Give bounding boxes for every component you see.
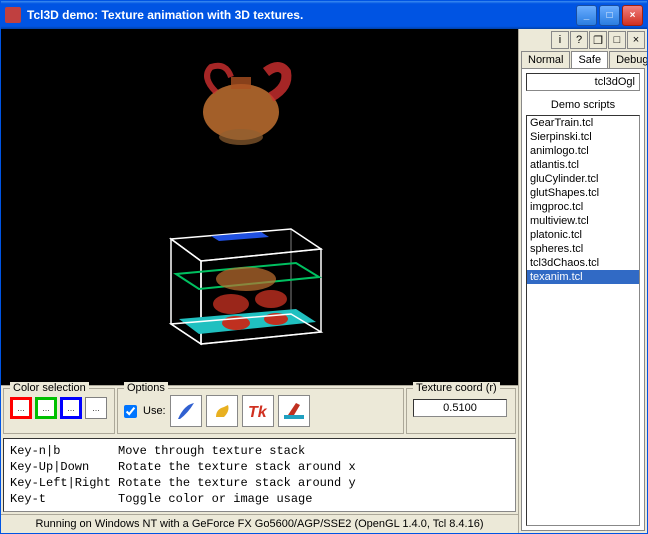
color-selection-legend: Color selection bbox=[10, 382, 89, 394]
close-button[interactable]: × bbox=[622, 5, 643, 26]
maximize-button[interactable]: □ bbox=[599, 5, 620, 26]
window-icon[interactable]: □ bbox=[608, 31, 626, 49]
texture-coord-legend: Texture coord (r) bbox=[413, 382, 500, 394]
list-item[interactable]: GearTrain.tcl bbox=[527, 116, 639, 130]
tab-bar: Normal Safe Debug bbox=[521, 51, 645, 68]
texture-cube bbox=[141, 199, 351, 359]
list-item[interactable]: atlantis.tcl bbox=[527, 158, 639, 172]
tab-safe[interactable]: Safe bbox=[571, 51, 608, 68]
list-item[interactable]: glutShapes.tcl bbox=[527, 186, 639, 200]
statusbar: Running on Windows NT with a GeForce FX … bbox=[1, 514, 518, 533]
options-panel: Options Use: Tk bbox=[117, 388, 404, 434]
copy-icon[interactable]: ❐ bbox=[589, 31, 607, 49]
demo-scripts-list[interactable]: GearTrain.tclSierpinski.tclanimlogo.tcla… bbox=[526, 115, 640, 526]
content-area: Color selection … … … … Options Use: bbox=[1, 29, 647, 533]
info-icon[interactable]: i bbox=[551, 31, 569, 49]
controls-row: Color selection … … … … Options Use: bbox=[1, 385, 518, 436]
teapot-render bbox=[171, 37, 311, 157]
use-checkbox[interactable] bbox=[124, 405, 137, 418]
list-item[interactable]: multiview.tcl bbox=[527, 214, 639, 228]
close-panel-icon[interactable]: × bbox=[627, 31, 645, 49]
window-title: Tcl3D demo: Texture animation with 3D te… bbox=[27, 8, 576, 22]
app-window: Tcl3D demo: Texture animation with 3D te… bbox=[0, 0, 648, 534]
list-item[interactable]: animlogo.tcl bbox=[527, 144, 639, 158]
module-field[interactable]: tcl3dOgl bbox=[526, 73, 640, 91]
minimize-button[interactable]: _ bbox=[576, 5, 597, 26]
list-item[interactable]: Sierpinski.tcl bbox=[527, 130, 639, 144]
texture-coord-input[interactable] bbox=[413, 399, 507, 417]
options-row: Use: Tk bbox=[124, 395, 397, 427]
lamp-icon[interactable] bbox=[206, 395, 238, 427]
window-controls: _ □ × bbox=[576, 5, 643, 26]
demo-scripts-label: Demo scripts bbox=[526, 99, 640, 111]
right-panel: i ? ❐ □ × Normal Safe Debug tcl3dOgl Dem… bbox=[519, 29, 647, 533]
color-blue-button[interactable]: … bbox=[60, 397, 82, 419]
tab-debug[interactable]: Debug bbox=[609, 51, 647, 68]
list-item[interactable]: tcl3dChaos.tcl bbox=[527, 256, 639, 270]
options-legend: Options bbox=[124, 382, 168, 394]
feather-icon[interactable] bbox=[170, 395, 202, 427]
left-panel: Color selection … … … … Options Use: bbox=[1, 29, 519, 533]
tk-icon[interactable]: Tk bbox=[242, 395, 274, 427]
gl-viewport[interactable] bbox=[1, 29, 518, 385]
help-text: Key-n|b Move through texture stack Key-U… bbox=[3, 438, 516, 512]
brush-icon[interactable] bbox=[278, 395, 310, 427]
color-green-button[interactable]: … bbox=[35, 397, 57, 419]
list-item[interactable]: platonic.tcl bbox=[527, 228, 639, 242]
list-item[interactable]: gluCylinder.tcl bbox=[527, 172, 639, 186]
color-selection-panel: Color selection … … … … bbox=[3, 388, 115, 434]
svg-text:Tk: Tk bbox=[248, 404, 268, 421]
list-item[interactable]: imgproc.tcl bbox=[527, 200, 639, 214]
color-red-button[interactable]: … bbox=[10, 397, 32, 419]
color-boxes: … … … … bbox=[10, 397, 108, 419]
texture-coord-panel: Texture coord (r) bbox=[406, 388, 516, 434]
app-icon bbox=[5, 7, 21, 23]
help-icon[interactable]: ? bbox=[570, 31, 588, 49]
titlebar: Tcl3D demo: Texture animation with 3D te… bbox=[1, 1, 647, 29]
tab-content: tcl3dOgl Demo scripts GearTrain.tclSierp… bbox=[521, 68, 645, 531]
use-label: Use: bbox=[143, 405, 166, 417]
list-item[interactable]: spheres.tcl bbox=[527, 242, 639, 256]
color-more-button[interactable]: … bbox=[85, 397, 107, 419]
toolbar-icons: i ? ❐ □ × bbox=[521, 31, 645, 49]
list-item[interactable]: texanim.tcl bbox=[527, 270, 639, 284]
tab-normal[interactable]: Normal bbox=[521, 51, 570, 68]
